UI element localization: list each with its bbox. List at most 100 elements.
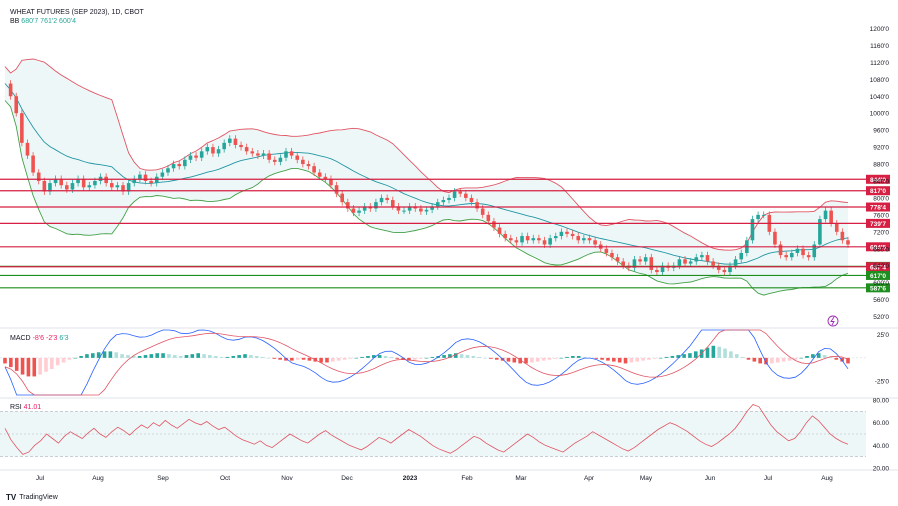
macd-histogram-bar (489, 357, 493, 359)
candle-body (76, 178, 80, 184)
level-label-box (866, 270, 890, 280)
macd-histogram-bar (442, 355, 446, 358)
candle-body (233, 138, 238, 145)
macd-histogram-bar (67, 357, 72, 360)
price-axis-tick-label: 560'0 (873, 297, 889, 304)
candle-body (329, 178, 333, 186)
level-label-box (866, 218, 890, 228)
candle-body (211, 147, 215, 154)
candle-body (497, 227, 502, 234)
candle-body (700, 255, 704, 258)
candle-body (390, 200, 395, 207)
macd-histogram-bar (477, 356, 481, 358)
price-axis-tick-label: 520'0 (873, 314, 889, 321)
macd-histogram-bar (418, 357, 423, 359)
candle-body (340, 193, 344, 203)
candle-body (514, 240, 519, 243)
candle-body (419, 208, 423, 212)
rsi-pane[interactable] (0, 404, 866, 457)
macd-histogram-bar (243, 354, 247, 358)
macd-histogram-bar (535, 357, 540, 362)
level-label: 587'6 (870, 285, 886, 292)
candle-body (166, 168, 170, 173)
candle-body (632, 259, 637, 268)
price-axis-tick-label: 720'0 (873, 229, 889, 236)
tradingview-branding[interactable]: TV TradingView (6, 493, 58, 502)
candle-body (357, 210, 361, 213)
macd-histogram-bar (383, 356, 388, 358)
macd-signal-value: 6'3 (59, 335, 69, 342)
candle-body (8, 83, 13, 97)
macd-histogram-bar (518, 357, 522, 364)
candle-body (25, 142, 30, 156)
price-axis-tick-label: 840'0 (873, 178, 889, 185)
price-pane[interactable]: 844'0817'0778'4739'7684'5638'3637'4617'0… (0, 58, 890, 327)
macd-histogram-bar (670, 356, 675, 358)
level-label: 617'0 (870, 273, 886, 280)
price-axis-tick-label: 1080'0 (870, 77, 890, 84)
macd-histogram-bar (143, 355, 148, 358)
macd-histogram-bar (781, 357, 786, 362)
price-axis-tick-label: 1040'0 (870, 94, 890, 101)
candle-body (542, 240, 547, 245)
macd-histogram-bar (102, 351, 107, 358)
bb-label: BB (10, 18, 20, 25)
candle-body (582, 238, 586, 241)
macd-histogram-bar (336, 357, 341, 361)
candle-body (716, 265, 721, 270)
candle-body (660, 265, 665, 273)
macd-histogram-bar (606, 357, 610, 361)
macd-histogram-bar (295, 357, 300, 360)
candle-body (244, 147, 249, 152)
candle-body (289, 151, 294, 156)
macd-histogram-bar (126, 355, 130, 358)
price-axis-tick-label: 960'0 (873, 128, 889, 135)
candle-body (610, 252, 614, 258)
macd-histogram-bar (764, 357, 768, 365)
macd-histogram-bar (225, 356, 230, 358)
macd-histogram-bar (290, 357, 294, 361)
macd-histogram-bar (524, 357, 528, 364)
macd-histogram-bar (301, 357, 306, 360)
candle-body (593, 240, 597, 245)
macd-histogram-bar (635, 357, 640, 362)
macd-line-value: -2'3 (46, 335, 58, 342)
macd-histogram-bar (272, 357, 277, 359)
macd-histogram-bar (9, 357, 13, 368)
macd-pane[interactable] (0, 329, 866, 396)
candle-body (649, 257, 654, 270)
macd-line (4, 329, 849, 396)
macd-histogram-bar (50, 357, 54, 369)
candle-body (126, 183, 131, 192)
candle-body (784, 255, 788, 258)
candle-body (284, 151, 288, 158)
candle-body (576, 236, 581, 241)
candle-body (14, 96, 19, 114)
macd-histogram-bar (131, 356, 136, 358)
candle-body (239, 144, 243, 148)
candle-body (818, 219, 822, 245)
macd-histogram-bar (325, 357, 329, 363)
candle-body (385, 197, 389, 201)
price-axis-tick-label: 680'0 (873, 246, 889, 253)
macd-histogram-bar (190, 354, 195, 358)
macd-histogram-bar (266, 357, 271, 359)
macd-histogram-bar (770, 357, 774, 364)
candle-body (228, 138, 232, 143)
candle-body (109, 183, 114, 188)
candle-body (374, 202, 378, 209)
macd-histogram-bar (658, 357, 663, 359)
macd-histogram-bar (459, 354, 464, 358)
candle-body (154, 176, 159, 184)
candle-body (346, 202, 350, 209)
tradingview-logo-icon: TV (6, 493, 17, 502)
rsi-axis-tick-label: 80.00 (873, 398, 890, 405)
macd-histogram-bar (108, 351, 113, 358)
candle-body (278, 157, 283, 162)
macd-histogram-bar (208, 355, 212, 358)
time-axis-tick-label: Oct (220, 475, 230, 482)
candle-body (132, 178, 137, 184)
macd-histogram-bar (582, 356, 587, 358)
candle-body (761, 214, 766, 216)
bb-upper-line (4, 58, 849, 251)
